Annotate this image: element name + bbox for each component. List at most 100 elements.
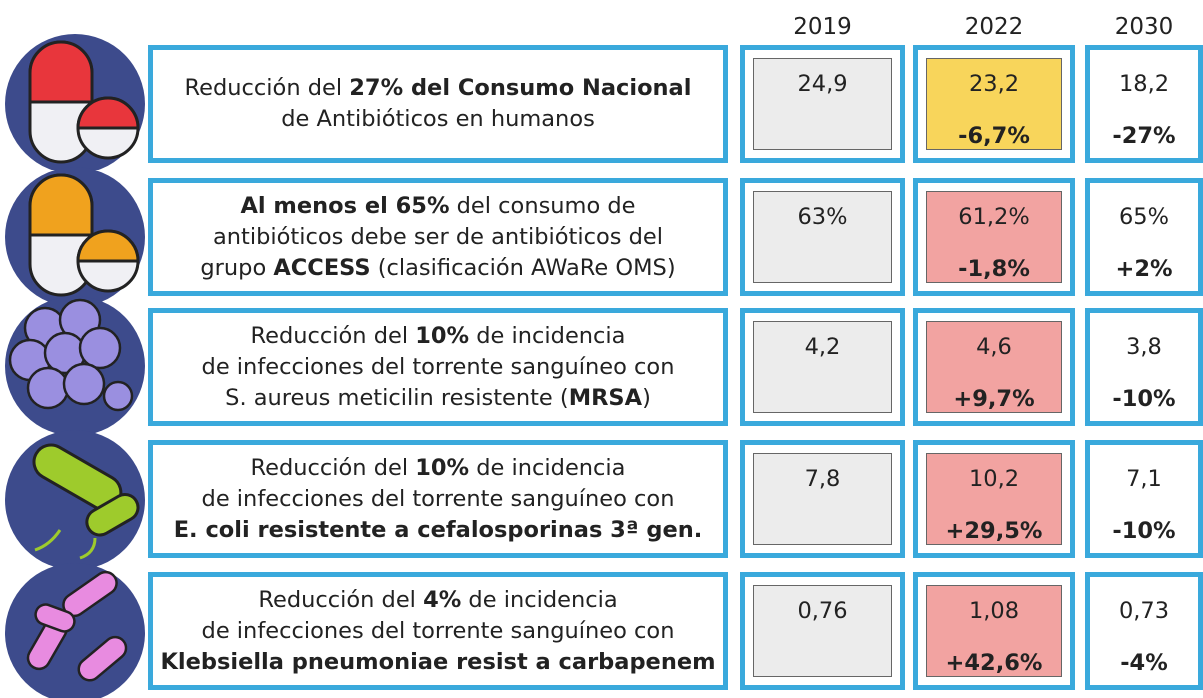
description-box: Reducción del 10% de incidencia de infecc… [148, 308, 728, 426]
value-cell: 24,9 [753, 58, 892, 150]
value-cell: 0,76 [753, 585, 892, 677]
value-box: 1,08 +42,6% [913, 572, 1075, 690]
description-line: S. aureus meticilin resistente (MRSA) [225, 383, 651, 414]
value-box: 63% [740, 178, 905, 296]
bold-text: E. coli resistente a cefalosporinas 3ª g… [173, 516, 703, 543]
value-cell: 61,2% -1,8% [926, 191, 1062, 283]
value: 61,2% [958, 204, 1030, 230]
text: Reducción del [250, 454, 416, 481]
value-box: 24,9 [740, 45, 905, 163]
description-line: grupo ACCESS (clasificación AWaRe OMS) [200, 253, 675, 284]
text: de incidencia [461, 586, 618, 613]
bold-text: MRSA [568, 384, 643, 411]
bold-text: ACCESS [273, 254, 371, 281]
description-box: Al menos el 65% del consumo de antibiótic… [148, 178, 728, 296]
description-box: Reducción del 10% de incidencia de infecc… [148, 440, 728, 558]
text: grupo [200, 254, 274, 281]
text: (clasificación AWaRe OMS) [370, 254, 676, 281]
rod-icon [5, 563, 145, 698]
value-box: 0,73 -4% [1085, 572, 1203, 690]
text: Reducción del [250, 322, 416, 349]
value-cell: 23,2 -6,7% [926, 58, 1062, 150]
bold-text: 10% [415, 322, 470, 349]
value-cell: 10,2 +29,5% [926, 453, 1062, 545]
value-box: 4,2 [740, 308, 905, 426]
description-line: Klebsiella pneumoniae resist a carbapene… [160, 647, 715, 678]
value-box: 4,6 +9,7% [913, 308, 1075, 426]
value: 23,2 [968, 71, 1020, 97]
value: 7,1 [1126, 466, 1162, 492]
text: S. aureus meticilin resistente ( [225, 384, 569, 411]
value-box: 10,2 +29,5% [913, 440, 1075, 558]
value: 4,6 [976, 334, 1012, 360]
text: Reducción del [258, 586, 424, 613]
value-box: 3,8 -10% [1085, 308, 1203, 426]
value-box: 65% +2% [1085, 178, 1203, 296]
year-header: 2022 [964, 14, 1024, 40]
text: de infecciones del torrente sanguíneo co… [201, 617, 675, 644]
change: -10% [1112, 386, 1176, 412]
value-cell: 63% [753, 191, 892, 283]
value: 63% [797, 204, 848, 230]
bold-text: 27% del Consumo Nacional [349, 75, 692, 101]
text: del consumo de [449, 192, 636, 219]
value-box: 61,2% -1,8% [913, 178, 1075, 296]
bold-text: Klebsiella pneumoniae resist a carbapene… [160, 648, 716, 675]
change: +29,5% [945, 518, 1043, 544]
value-box: 23,2 -6,7% [913, 45, 1075, 163]
text: Reducción del [184, 75, 350, 101]
pill-icon [5, 167, 145, 303]
text: ) [642, 384, 651, 411]
text: de incidencia [469, 454, 626, 481]
description-line: Reducción del 10% de incidencia [251, 453, 626, 484]
year-header: 2019 [793, 14, 852, 40]
value-cell: 1,08 +42,6% [926, 585, 1062, 677]
value: 4,2 [804, 334, 841, 360]
change: +42,6% [945, 650, 1043, 676]
text: de incidencia [469, 322, 626, 349]
change: -27% [1112, 123, 1176, 149]
bacillus-icon [5, 430, 145, 570]
year-header: 2030 [1114, 14, 1174, 40]
change: +9,7% [953, 386, 1035, 412]
description-line: Reducción del 4% de incidencia [258, 585, 617, 616]
description-line: antibióticos debe ser de antibióticos de… [213, 222, 663, 253]
value-box: 7,8 [740, 440, 905, 558]
value: 18,2 [1118, 71, 1170, 97]
description-line: Reducción del 27% del Consumo Nacional [185, 73, 692, 104]
value-cell: 3,8 -10% [1098, 321, 1190, 413]
value-cell: 7,1 -10% [1098, 453, 1190, 545]
text: de infecciones del torrente sanguíneo co… [201, 353, 675, 380]
pill-icon [5, 34, 145, 170]
value-cell: 65% +2% [1098, 191, 1190, 283]
coccus-icon [5, 296, 145, 436]
change: -1,8% [958, 256, 1030, 282]
value-cell: 0,73 -4% [1098, 585, 1190, 677]
value: 10,2 [968, 466, 1020, 492]
bold-text: 4% [423, 586, 462, 613]
description-line: de infecciones del torrente sanguíneo co… [202, 484, 675, 515]
text: antibióticos debe ser de antibióticos de… [212, 223, 664, 250]
value: 65% [1118, 204, 1169, 230]
change: -10% [1112, 518, 1176, 544]
description-line: E. coli resistente a cefalosporinas 3ª g… [174, 515, 703, 546]
description-box: Reducción del 4% de incidencia de infecci… [148, 572, 728, 690]
change: +2% [1115, 256, 1173, 282]
value: 7,8 [804, 466, 841, 492]
change: -4% [1120, 650, 1168, 676]
value: 0,76 [797, 598, 848, 624]
text: de Antibióticos en humanos [281, 106, 595, 132]
description-line: Reducción del 10% de incidencia [251, 321, 626, 352]
description-line: de infecciones del torrente sanguíneo co… [202, 616, 675, 647]
description-box: Reducción del 27% del Consumo Nacional de… [148, 45, 728, 163]
value-box: 18,2 -27% [1085, 45, 1203, 163]
value: 1,08 [968, 598, 1020, 624]
description-line: de infecciones del torrente sanguíneo co… [202, 352, 675, 383]
value-box: 0,76 [740, 572, 905, 690]
value: 3,8 [1126, 334, 1162, 360]
value: 24,9 [797, 71, 848, 97]
text: de infecciones del torrente sanguíneo co… [201, 485, 675, 512]
change: -6,7% [958, 123, 1030, 149]
value-cell: 7,8 [753, 453, 892, 545]
